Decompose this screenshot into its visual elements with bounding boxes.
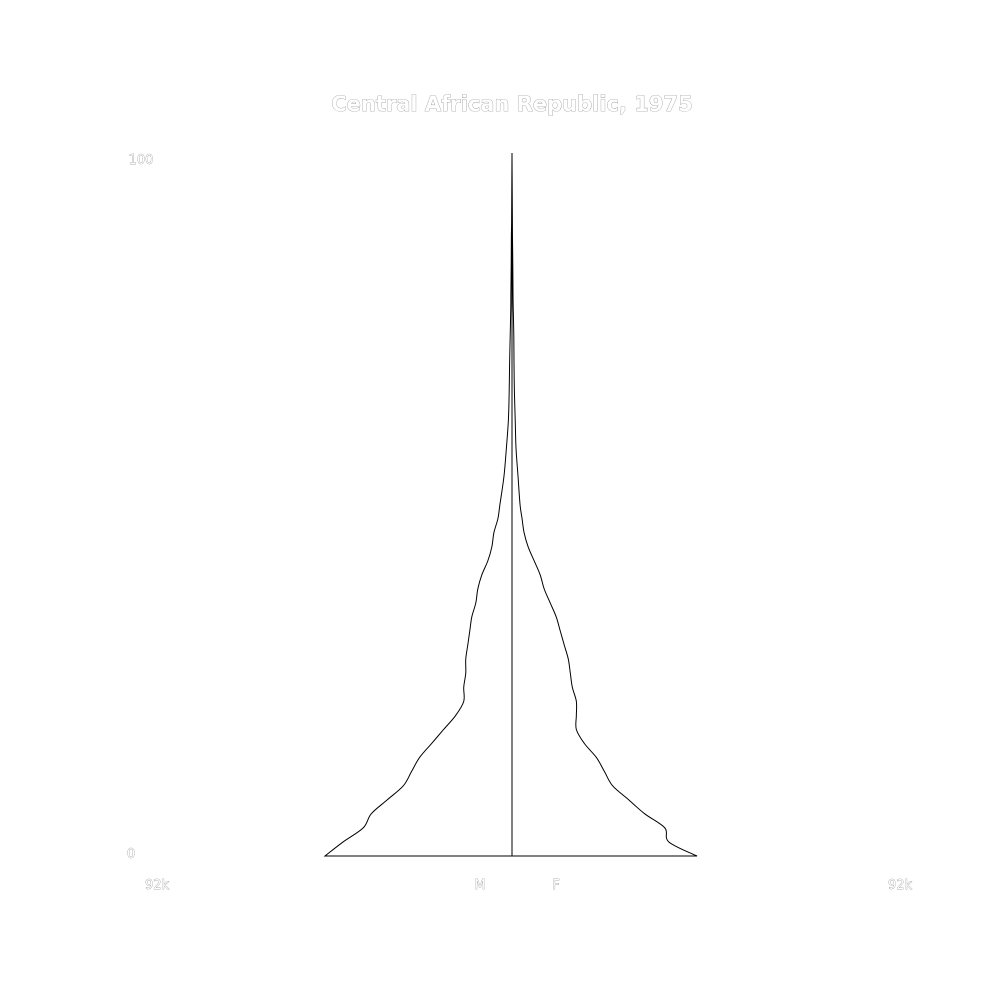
y-tick-label-0: 0: [127, 847, 135, 862]
pyramid-female-area: [511, 152, 698, 857]
series-label-male: M: [474, 878, 485, 893]
series-label-female: F: [552, 878, 559, 893]
pyramid-male-area: [323, 152, 513, 857]
x-tick-label-left: 92k: [145, 878, 170, 893]
chart-marks: [323, 152, 698, 857]
chart-title: Central African Republic, 1975: [331, 92, 693, 116]
x-tick-label-right: 92k: [888, 878, 913, 893]
y-tick-label-100: 100: [129, 153, 154, 168]
